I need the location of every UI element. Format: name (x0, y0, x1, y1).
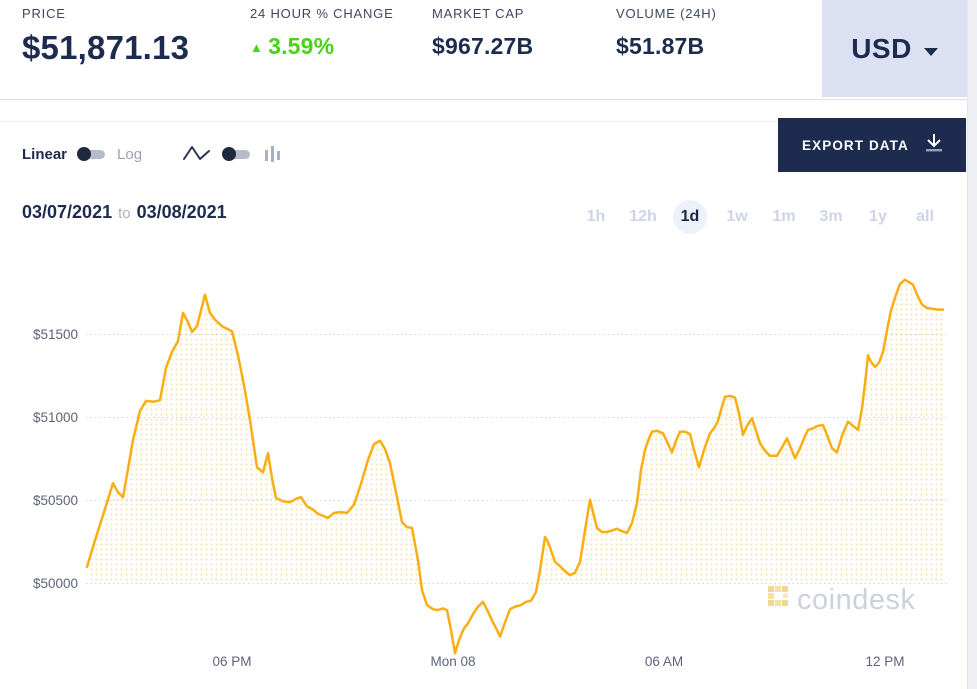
export-data-button[interactable]: EXPORT DATA (778, 118, 966, 172)
header-divider (0, 99, 967, 100)
caret-down-icon (923, 47, 938, 56)
svg-text:$50000: $50000 (33, 576, 78, 591)
chart-type-toggle-switch[interactable] (222, 147, 251, 161)
tab-1w[interactable]: 1w (726, 208, 748, 225)
bar-chart-icon[interactable] (262, 143, 284, 165)
price-stat: PRICE $51,871.13 (22, 0, 189, 67)
volume-stat: VOLUME (24H) $51.87B (616, 0, 717, 60)
change-stat: 24 HOUR % CHANGE ▲ 3.59% (250, 0, 394, 60)
svg-text:06 PM: 06 PM (212, 654, 251, 669)
price-value: $51,871.13 (22, 29, 190, 66)
scale-toggle-switch[interactable] (77, 147, 106, 161)
toggle-knob (222, 147, 237, 161)
currency-value: USD (851, 32, 912, 64)
toolbar-divider (0, 121, 967, 122)
coindesk-watermark: coindesk (768, 584, 915, 616)
linear-scale-label[interactable]: Linear (22, 145, 68, 163)
volume-value: $51.87B (616, 33, 705, 59)
svg-text:06 AM: 06 AM (645, 654, 683, 669)
currency-dropdown[interactable]: USD (822, 0, 967, 97)
tab-1h[interactable]: 1h (586, 208, 606, 225)
market-cap-value: $967.27B (432, 33, 534, 59)
market-cap-stat: MARKET CAP $967.27B (432, 0, 533, 60)
tab-1d[interactable]: 1d (673, 200, 707, 234)
vertical-scrollbar[interactable] (967, 0, 977, 689)
svg-text:Mon 08: Mon 08 (430, 654, 475, 669)
market-cap-label: MARKET CAP (432, 6, 525, 21)
coindesk-watermark-text: coindesk (797, 584, 915, 616)
download-icon (922, 131, 946, 160)
log-scale-label[interactable]: Log (117, 145, 143, 163)
svg-text:12 PM: 12 PM (865, 654, 904, 669)
coindesk-logo-icon (768, 586, 788, 606)
price-label: PRICE (22, 6, 66, 21)
price-series (85, 278, 945, 655)
volume-label: VOLUME (24H) (616, 6, 717, 21)
toggle-knob (77, 147, 92, 161)
svg-text:$50500: $50500 (33, 493, 78, 508)
tab-1y[interactable]: 1y (869, 208, 887, 225)
date-start[interactable]: 03/07/2021 (22, 202, 113, 222)
svg-text:$51500: $51500 (33, 327, 78, 342)
chart-controls: Linear Log (22, 140, 284, 168)
export-data-label: EXPORT DATA (802, 137, 909, 153)
change-value: 3.59% (268, 33, 335, 59)
axis-labels: $50000 $50500 $51000 $51500 06 PM Mon 08 06 AM… (33, 327, 905, 669)
date-separator: to (118, 205, 131, 222)
date-end[interactable]: 03/08/2021 (136, 202, 227, 222)
tab-12h[interactable]: 12h (629, 208, 657, 225)
price-area-chart[interactable]: $50000 $50500 $51000 $51500 06 PM Mon 08 06 AM… (0, 248, 977, 689)
tab-all[interactable]: all (916, 208, 934, 225)
tab-3m[interactable]: 3m (819, 208, 843, 225)
up-arrow-icon: ▲ (250, 40, 264, 55)
interval-tabs: 1h 12h 1d 1w 1m 3m 1y all (579, 200, 942, 234)
line-chart-icon[interactable] (182, 143, 212, 165)
date-range: 03/07/2021 to 03/08/2021 (22, 202, 227, 223)
svg-text:$51000: $51000 (33, 410, 78, 425)
change-label: 24 HOUR % CHANGE (250, 6, 394, 21)
tab-1m[interactable]: 1m (772, 208, 796, 225)
